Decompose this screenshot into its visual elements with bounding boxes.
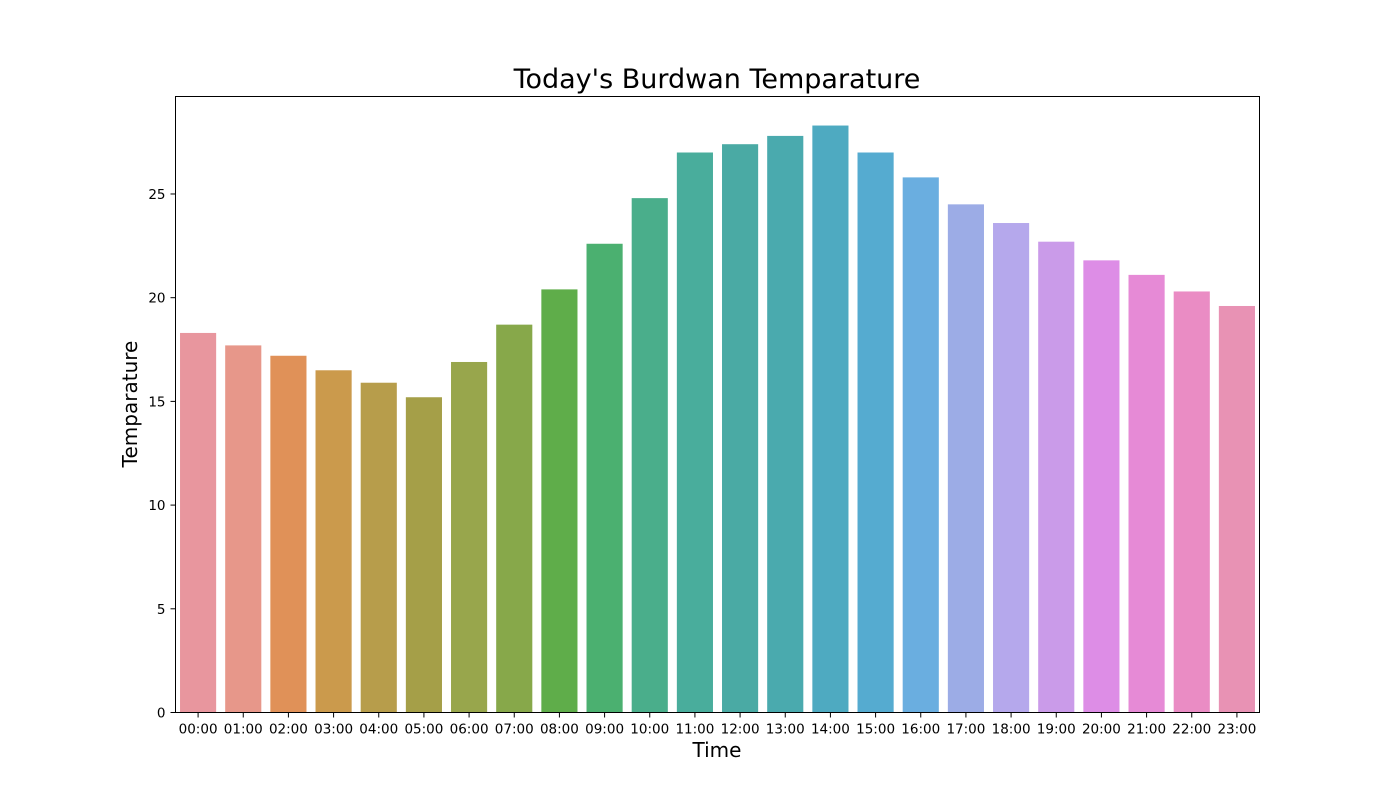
x-tick-label: 17:00	[946, 722, 985, 738]
y-axis-ticks: 0 5 10 15 20 25	[148, 187, 176, 722]
x-tick-label: 03:00	[314, 722, 353, 738]
bar-0200	[270, 355, 307, 713]
bar-2300	[1218, 305, 1255, 713]
x-tick-label: 10:00	[630, 722, 669, 738]
y-tick-label: 5	[157, 602, 166, 618]
bar-1300	[767, 135, 804, 713]
x-tick-label: 00:00	[179, 722, 218, 738]
x-tick-label: 18:00	[992, 722, 1031, 738]
x-tick-label: 20:00	[1082, 722, 1121, 738]
bar-0800	[541, 289, 578, 713]
x-tick-label: 22:00	[1172, 722, 1211, 738]
x-tick-label: 04:00	[359, 722, 398, 738]
bar-0100	[225, 345, 262, 713]
x-tick-label: 09:00	[585, 722, 624, 738]
y-tick-label: 0	[157, 706, 166, 722]
x-tick-label: 06:00	[450, 722, 489, 738]
x-tick-label: 11:00	[675, 722, 714, 738]
y-tick-label: 25	[148, 187, 165, 203]
bar-0500	[405, 397, 442, 713]
x-axis-ticks: 00:00 01:00 02:00 03:00 04:00 05:00 06:00 07:00…	[179, 712, 1256, 738]
bar-0600	[451, 361, 488, 713]
bar-1200	[722, 144, 759, 713]
x-tick-label: 12:00	[721, 722, 760, 738]
x-tick-label: 02:00	[269, 722, 308, 738]
bar-0000	[180, 332, 217, 713]
x-tick-label: 21:00	[1127, 722, 1166, 738]
bar-1400	[812, 125, 849, 713]
bars-group	[180, 125, 1255, 713]
x-tick-label: 14:00	[811, 722, 850, 738]
y-tick-label: 20	[148, 291, 165, 307]
bar-1500	[857, 152, 894, 713]
bar-0400	[360, 382, 397, 713]
bar-1100	[676, 152, 713, 713]
y-axis-label: Temparature	[118, 341, 142, 469]
bar-0900	[586, 243, 623, 713]
y-tick-label: 15	[148, 394, 165, 410]
x-axis-label: Time	[692, 738, 742, 762]
bar-1900	[1038, 241, 1075, 713]
x-tick-label: 13:00	[766, 722, 805, 738]
bar-1800	[993, 223, 1030, 713]
x-tick-label: 15:00	[856, 722, 895, 738]
bar-1700	[947, 204, 984, 713]
bar-0700	[496, 324, 533, 713]
x-tick-label: 01:00	[224, 722, 263, 738]
y-tick-label: 10	[148, 498, 165, 514]
x-tick-label: 07:00	[495, 722, 534, 738]
bar-2000	[1083, 260, 1120, 713]
bar-1600	[902, 177, 939, 713]
bar-0300	[315, 370, 352, 713]
chart-title: Today's Burdwan Temparature	[513, 64, 921, 95]
x-tick-label: 23:00	[1217, 722, 1256, 738]
bar-2200	[1173, 291, 1210, 713]
x-tick-label: 05:00	[404, 722, 443, 738]
bar-1000	[631, 198, 668, 713]
plot-frame	[175, 96, 1260, 713]
bar-2100	[1128, 274, 1165, 713]
x-tick-label: 19:00	[1037, 722, 1076, 738]
x-tick-label: 16:00	[901, 722, 940, 738]
x-tick-label: 08:00	[540, 722, 579, 738]
